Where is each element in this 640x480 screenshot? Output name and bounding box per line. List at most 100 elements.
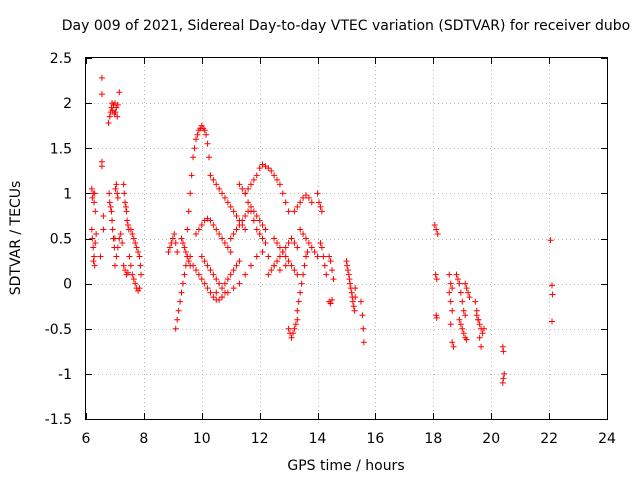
data-point [317,203,324,210]
data-point [301,262,308,269]
data-point [207,267,214,274]
data-point [129,230,136,237]
x-tick-label: 10 [193,431,211,447]
data-point [216,230,223,237]
data-point [304,249,311,256]
data-point [116,89,123,96]
data-point [285,325,292,332]
data-point [179,240,186,247]
data-point [221,194,228,201]
y-tick-labels: -1.5 -1 -0.5 0 0.5 1 1.5 2 2.5 [45,51,72,428]
data-point [91,199,98,206]
data-point [475,316,482,323]
data-point [345,271,352,278]
data-point [450,343,457,350]
data-point [433,276,440,283]
data-point [210,294,217,301]
data-point [462,280,469,287]
data-point [434,230,441,237]
data-point [242,212,249,219]
data-point [219,190,226,197]
data-point [433,312,440,319]
data-point [288,334,295,341]
data-point [294,244,301,251]
data-point [106,199,113,206]
data-point [253,212,260,219]
data-point [447,280,454,287]
data-point [210,176,217,183]
data-point [106,190,113,197]
data-point [114,101,121,108]
data-point [169,235,176,242]
data-point [126,253,133,260]
data-point [285,208,292,215]
data-point [135,287,142,294]
data-point [97,253,104,260]
data-point [466,294,473,301]
data-point [247,262,254,269]
data-point [119,240,126,247]
x-tick-label: 8 [139,431,148,447]
data-point [242,226,249,233]
data-point [321,262,328,269]
data-point [479,330,486,337]
data-point [198,122,205,129]
data-point [245,185,252,192]
data-point [91,262,98,269]
data-point [359,312,366,319]
data-point [236,221,243,228]
data-point [291,240,298,247]
data-point [463,285,470,292]
data-point [127,226,134,233]
y-axis-label: SDTVAR / TECUs [8,181,24,296]
data-point [230,230,237,237]
data-point [194,131,201,138]
data-point [191,145,198,152]
data-point [198,253,205,260]
data-point [133,244,140,251]
data-point [175,307,182,314]
data-point [247,208,254,215]
y-tick-label: -1 [58,367,72,383]
x-tick-label: 18 [424,431,442,447]
data-point [90,244,97,251]
data-point [308,244,315,251]
data-point [137,262,144,269]
data-point [291,325,298,332]
data-point [123,208,130,215]
data-point [230,267,237,274]
data-point [314,253,321,260]
data-point [114,190,121,197]
data-point [98,163,105,170]
data-point [165,249,172,256]
x-axis-label: GPS time / hours [287,458,404,474]
data-point [351,307,358,314]
data-point [282,262,289,269]
data-point [329,296,336,303]
data-point [291,208,298,215]
data-point [433,314,440,321]
data-point [323,271,330,278]
data-point [172,240,179,247]
data-point [130,276,137,283]
x-tick-label: 6 [82,431,91,447]
y-tick-label: 0.5 [50,232,72,248]
data-point [276,244,283,251]
data-point [298,280,305,287]
data-point [360,339,367,346]
data-point [203,131,210,138]
data-point [114,113,121,120]
data-point [320,253,327,260]
data-point [124,221,131,228]
data-point [250,176,257,183]
data-point [171,230,178,237]
data-point [239,217,246,224]
chart-title: Day 009 of 2021, Sidereal Day-to-day VTE… [62,18,630,34]
data-point [433,226,440,233]
data-point [294,271,301,278]
data-point [207,172,214,179]
data-point [116,235,123,242]
data-point [89,194,96,201]
data-point [285,258,292,265]
data-point [207,217,214,224]
